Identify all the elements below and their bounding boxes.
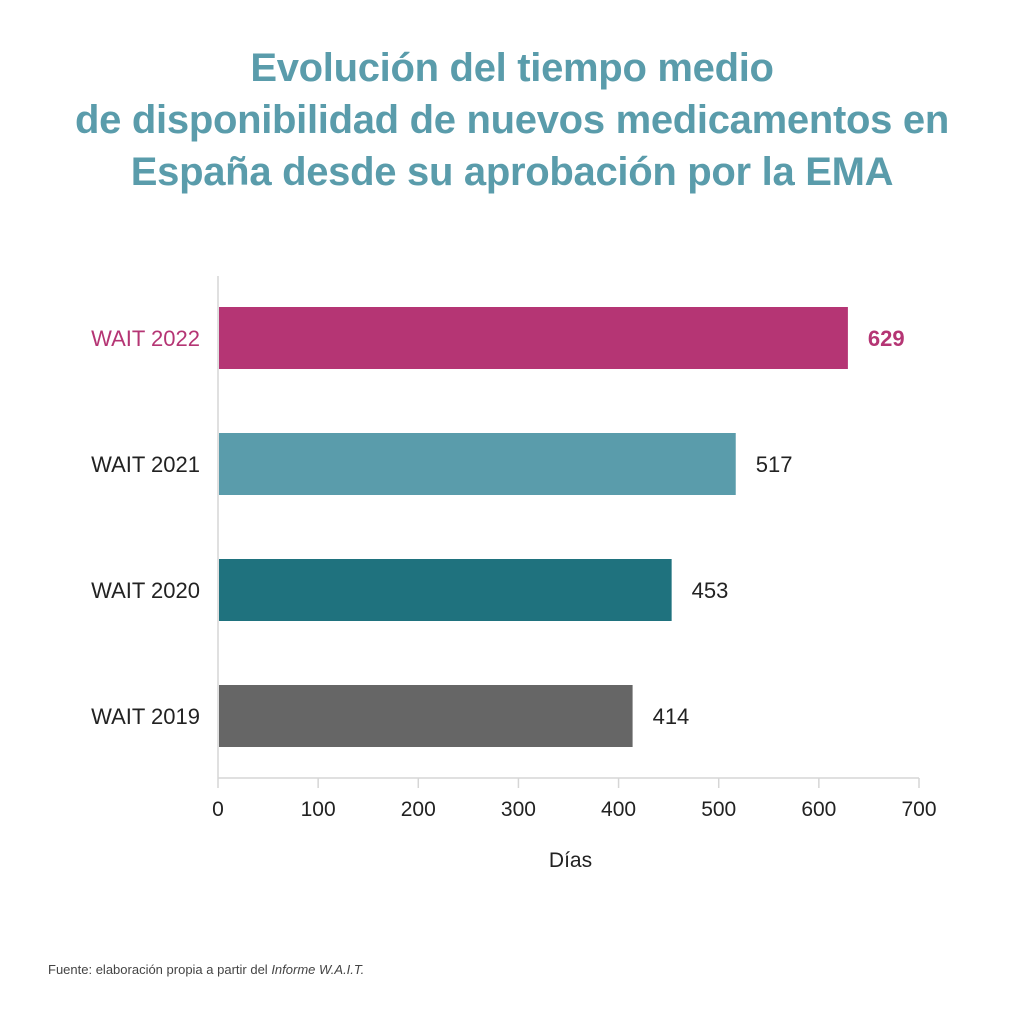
bar-wait-2021 xyxy=(219,433,736,495)
x-tick-label: 300 xyxy=(501,798,536,821)
x-tick-label: 500 xyxy=(701,798,736,821)
x-tick-label: 700 xyxy=(901,798,936,821)
chart-title: Evolución del tiempo medio de disponibil… xyxy=(0,42,1024,198)
value-label: 414 xyxy=(653,704,690,729)
title-line-1: Evolución del tiempo medio xyxy=(250,46,774,90)
x-tick-label: 600 xyxy=(801,798,836,821)
bar-wait-2020 xyxy=(219,559,672,621)
title-line-3: España desde su aprobación por la EMA xyxy=(130,150,894,194)
source-prefix: Fuente: elaboración propia a partir del xyxy=(48,962,272,977)
bar-wait-2019 xyxy=(219,685,633,747)
category-label: WAIT 2020 xyxy=(91,578,200,603)
category-label: WAIT 2022 xyxy=(91,326,200,351)
x-axis-label: Días xyxy=(549,849,592,872)
value-label: 517 xyxy=(756,452,793,477)
title-line-2: de disponibilidad de nuevos medicamentos… xyxy=(75,98,949,142)
source-italic: Informe W.A.I.T. xyxy=(271,962,365,977)
category-label: WAIT 2019 xyxy=(91,704,200,729)
value-label: 453 xyxy=(692,578,729,603)
category-label: WAIT 2021 xyxy=(91,452,200,477)
source-note: Fuente: elaboración propia a partir del … xyxy=(48,962,364,977)
bar-wait-2022 xyxy=(219,307,848,369)
value-label: 629 xyxy=(868,326,905,351)
x-tick-label: 0 xyxy=(212,798,224,821)
x-tick-label: 200 xyxy=(401,798,436,821)
x-tick-label: 400 xyxy=(601,798,636,821)
x-tick-label: 100 xyxy=(301,798,336,821)
